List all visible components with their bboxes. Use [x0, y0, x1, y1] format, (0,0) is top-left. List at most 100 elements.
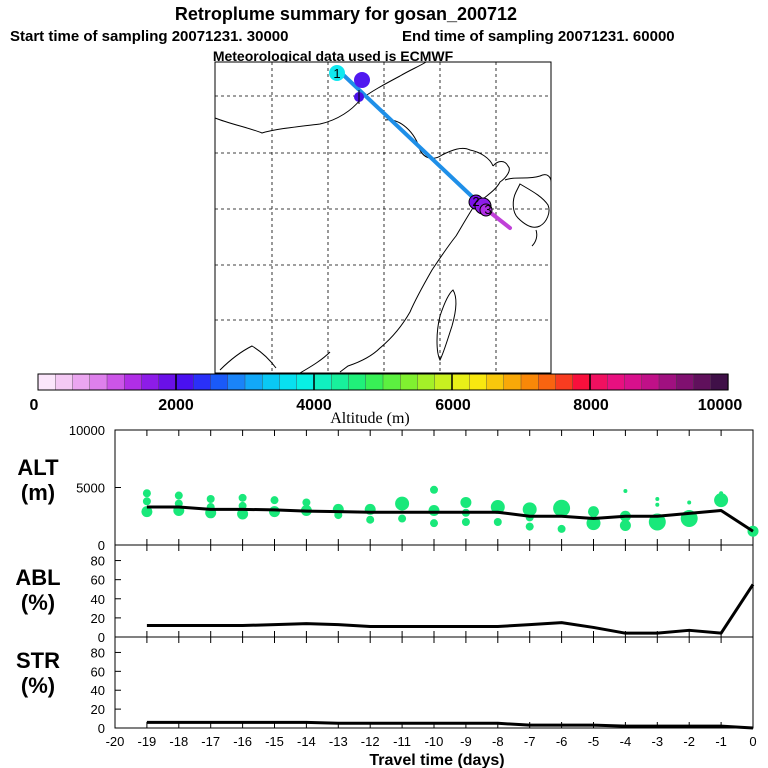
colorbar-cell-34 [624, 373, 643, 391]
jeju-island [531, 229, 538, 247]
x-tick-label-6: -14 [297, 734, 316, 749]
colorbar-cell-26 [486, 373, 505, 391]
map-marker-6 [479, 203, 493, 217]
alt-point-2 [141, 506, 153, 518]
border-line-north [214, 61, 427, 134]
alt-point-30 [525, 522, 534, 531]
alt-point-32 [522, 502, 537, 517]
alt-point-37 [623, 488, 628, 493]
colorbar-cell-23 [434, 373, 453, 391]
figure-title: Retroplume summary for gosan_200712 [175, 4, 517, 24]
colorbar-cell-4 [106, 373, 125, 391]
x-tick-label-14: -6 [556, 734, 568, 749]
alt-point-27 [460, 496, 472, 508]
colorbar-cell-30 [555, 373, 574, 391]
abl-frame [114, 544, 754, 638]
map-panel: 1 2 3 [214, 61, 552, 374]
str-series-line [146, 720, 754, 730]
colorbar-tick-6000: 6000 [435, 397, 471, 414]
colorbar-cell-22 [417, 373, 436, 391]
trajectory: 1 2 3 [329, 65, 512, 230]
coast-shandong [481, 161, 510, 201]
x-tick-label-16: -4 [620, 734, 632, 749]
str-ytick-label-1: 20 [91, 702, 105, 717]
colorbar-cell-38 [693, 373, 712, 391]
colorbar-cell-3 [89, 373, 108, 391]
x-tick-label-3: -17 [201, 734, 220, 749]
border-line-south [219, 345, 277, 371]
trajectory-main-line [334, 66, 484, 208]
colorbar-cell-7 [158, 373, 177, 391]
alt-point-9 [238, 493, 247, 502]
alt-point-24 [428, 505, 440, 516]
alt-ytick-label-0: 0 [98, 538, 105, 553]
coastlines [214, 61, 552, 374]
colorbar-cell-12 [244, 373, 263, 391]
alt-point-34 [553, 499, 571, 517]
alt-point-33 [557, 524, 566, 533]
alt-point-18 [366, 515, 375, 524]
x-tick-label-12: -8 [492, 734, 504, 749]
x-tick-label-0: -20 [106, 734, 125, 749]
altitude-colorbar: 0 2000 4000 6000 8000 10000 Altitude (m) [30, 373, 742, 427]
colorbar-cell-8 [175, 373, 194, 391]
abl-ytick-label-2: 40 [91, 592, 105, 607]
map-marker-1 [329, 65, 345, 81]
start-time-label: Start time of sampling 20071231. 30000 [10, 28, 288, 45]
abl-ytick-label-0: 0 [98, 630, 105, 645]
colorbar-cell-28 [520, 373, 539, 391]
colorbar-cell-20 [382, 373, 401, 391]
alt-point-41 [655, 502, 660, 507]
str-ytick-label-2: 40 [91, 683, 105, 698]
colorbar-cell-10 [210, 373, 229, 391]
colorbar-tick-2000: 2000 [158, 397, 194, 414]
coast-south [299, 351, 331, 374]
x-tick-label-10: -10 [425, 734, 444, 749]
colorbar-cell-0 [37, 373, 56, 391]
colorbar-cell-9 [193, 373, 212, 391]
map-marker-label-1: 1 [333, 66, 340, 81]
taiwan-island [436, 289, 457, 362]
alt-point-6 [206, 495, 215, 503]
time-series-panels: 0 5000 10000 0 20 40 60 80 0 20 40 60 80 [69, 423, 759, 736]
x-tick-label-13: -7 [524, 734, 536, 749]
colorbar-cell-2 [72, 373, 91, 391]
x-tick-label-20: 0 [749, 734, 756, 749]
str-panel: 0 20 40 60 80 [91, 636, 754, 736]
abl-panel: 0 20 40 60 80 [91, 544, 755, 645]
colorbar-cell-21 [400, 373, 419, 391]
colorbar-cell-24 [451, 373, 470, 391]
coast-korea-north [504, 174, 552, 183]
alt-point-28 [493, 518, 502, 526]
colorbar-tick-0: 0 [30, 397, 39, 414]
alt-point-12 [270, 496, 279, 505]
str-ytick-label-3: 60 [91, 664, 105, 679]
colorbar-cell-1 [55, 373, 74, 391]
alt-ytick-label-2: 10000 [69, 423, 105, 438]
colorbar-cell-16 [313, 373, 332, 391]
colorbar-frame [37, 373, 729, 391]
x-tick-label-19: -1 [715, 734, 727, 749]
abl-ytick-label-3: 60 [91, 573, 105, 588]
alt-point-39 [619, 519, 631, 531]
colorbar-cell-6 [141, 373, 160, 391]
colorbar-cell-18 [348, 373, 367, 391]
alt-point-46 [714, 493, 729, 508]
x-tick-label-9: -11 [393, 734, 411, 749]
abl-axis-label-line2: (%) [21, 590, 55, 615]
colorbar-cell-35 [641, 373, 660, 391]
colorbar-cell-5 [124, 373, 143, 391]
str-axis-label-line1: STR [16, 648, 60, 673]
met-data-label: Meteorological data used is ECMWF [213, 48, 454, 64]
colorbar-cell-13 [262, 373, 281, 391]
coast-bohai [384, 119, 494, 167]
colorbar-tick-4000: 4000 [296, 397, 332, 414]
x-tick-label-18: -2 [683, 734, 695, 749]
alt-point-23 [430, 519, 438, 528]
x-axis-tick-labels: -20 -19 -18 -17 -16 -15 -14 -13 -12 -11 -10 -9 -8 -7-… [106, 734, 757, 749]
alt-point-11 [237, 508, 249, 520]
colorbar-cell-14 [279, 373, 298, 391]
colorbar-cell-17 [331, 373, 350, 391]
x-tick-label-17: -3 [652, 734, 664, 749]
